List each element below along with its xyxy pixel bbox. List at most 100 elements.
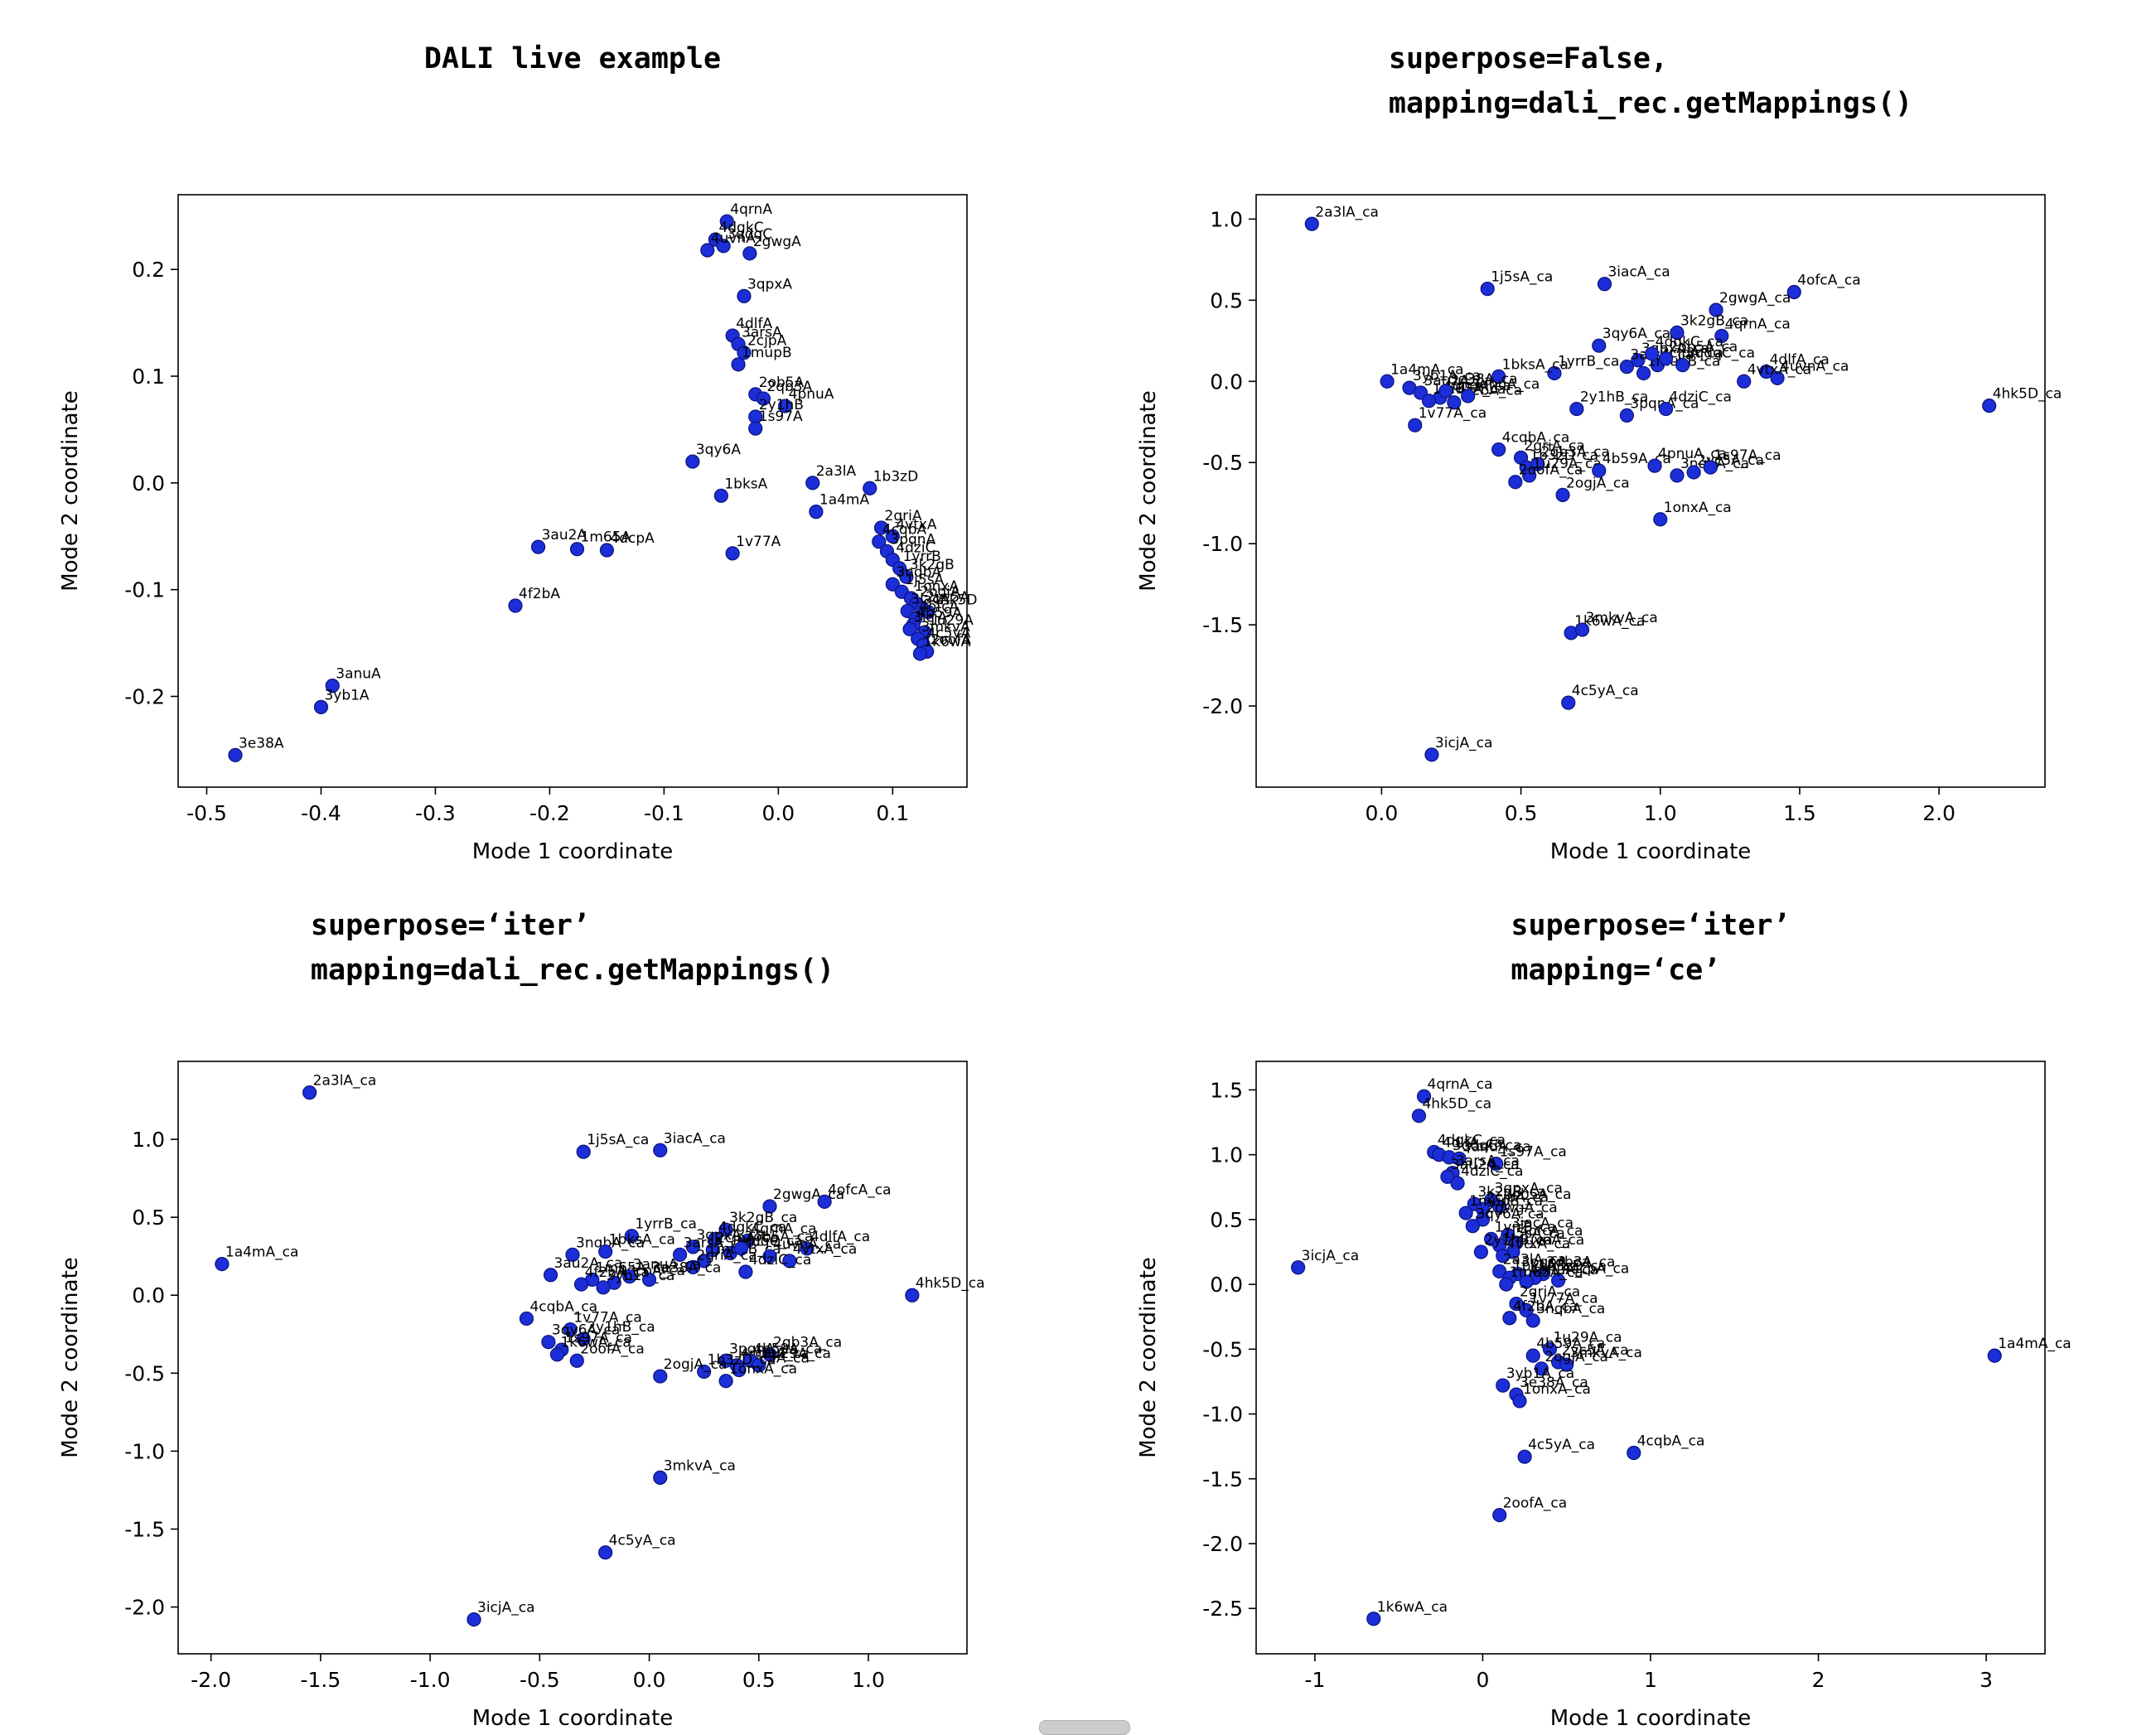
data-point — [921, 605, 935, 620]
point-label: 3k2gB_ca — [1680, 313, 1748, 330]
plot-svg: -2.0 -1.5 -1.0 -0.5 0.0 0.5 1.0 -2.0 -1.5 -1.0 -0.… — [58, 1061, 984, 1731]
point-label: 4c5yA — [927, 626, 971, 642]
data-point — [863, 481, 877, 495]
x-axis-label: Mode 1 coordinate — [472, 839, 674, 864]
data-point — [1770, 370, 1785, 385]
point-label: 3anuA — [336, 666, 381, 683]
x-tick-label: 0.0 — [761, 801, 795, 825]
data-point — [1458, 1206, 1473, 1220]
data-point — [1461, 389, 1476, 404]
data-point — [885, 529, 900, 544]
point-label: 2oofA_ca — [1519, 462, 1583, 479]
point-label: 1a4mA_ca — [1998, 1336, 2071, 1352]
data-point — [1421, 394, 1437, 408]
point-label: 2cjpA_ca — [1661, 346, 1723, 362]
data-point — [872, 534, 887, 549]
x-tick-label: -1.5 — [300, 1668, 341, 1692]
data-point — [1987, 1348, 2002, 1363]
point-label: 4dgkC_ca — [1438, 1133, 1506, 1149]
plot-title: superpose=False, mapping=dali_rec.getMap… — [1388, 42, 1913, 121]
data-point — [732, 1362, 747, 1378]
data-point — [1475, 1212, 1491, 1227]
data-point — [1631, 353, 1646, 368]
subplot-superpose-iter-dali: superpose=‘iter’ mapping=dali_rec.getMap… — [0, 867, 1078, 1733]
data-point — [748, 421, 763, 436]
point-label: 3qpxA_ca — [1495, 1180, 1563, 1196]
point-label: 3anuA_ca — [1462, 1138, 1531, 1155]
x-tick-label: -0.2 — [529, 801, 570, 825]
point-label: 1j5sA_ca — [1503, 1225, 1565, 1242]
data-point — [705, 1243, 720, 1258]
data-point — [1670, 468, 1685, 483]
point-label: 4uvnA_ca — [1781, 358, 1849, 375]
point-label: 2a3lA_ca — [313, 1073, 377, 1090]
point-label: 4b59A_ca — [1536, 1336, 1605, 1352]
data-point — [1411, 1109, 1427, 1124]
y-tick-label: -2.0 — [1202, 694, 1243, 718]
data-point — [782, 1254, 797, 1269]
data-point — [716, 239, 731, 254]
point-label: 2ogjA_ca — [1566, 475, 1630, 491]
data-point — [697, 1254, 712, 1269]
point-label: 4vtxA_ca — [793, 1241, 858, 1258]
scrollbar-thumb[interactable] — [1039, 1720, 1130, 1735]
data-point — [565, 1247, 580, 1262]
point-label: 4dgkC_ca — [718, 1220, 786, 1236]
data-point — [313, 699, 329, 714]
point-label: 3e38A_ca — [653, 1259, 722, 1276]
data-point — [569, 1353, 584, 1368]
point-label: 3qy6A_ca — [1476, 1206, 1544, 1223]
data-point — [1452, 1151, 1467, 1166]
data-point — [1759, 364, 1774, 379]
x-tick-label: 0.0 — [633, 1668, 666, 1692]
y-tick-label: 1.5 — [1210, 1078, 1243, 1102]
point-label: 1j5sA_ca — [587, 1132, 649, 1148]
x-tick-label: -0.5 — [520, 1668, 560, 1692]
data-point — [1550, 1273, 1566, 1288]
plot-svg: 0.0 0.5 1.0 1.5 2.0 -2.0 -1.5 -1.0 -0.5 0.0 0.5 1.0… — [1136, 194, 2062, 864]
axes-frame — [1255, 194, 2046, 788]
data-point — [762, 1347, 777, 1362]
y-axis-label: Mode 2 coordinate — [58, 390, 83, 592]
data-point — [885, 577, 900, 592]
point-label: 4vtxA_ca — [1506, 1236, 1571, 1253]
point-label: 4dlfA_ca — [1443, 1135, 1502, 1152]
data-point — [624, 1229, 640, 1244]
point-label: 4c5yA_ca — [609, 1533, 676, 1549]
point-label: 1mupB_ca — [1469, 1193, 1543, 1210]
data-point — [1519, 1274, 1534, 1289]
data-point — [1491, 442, 1506, 457]
data-point — [466, 1612, 481, 1627]
point-label: 4hk5D — [931, 592, 977, 609]
point-label: 2ob5A_ca — [1503, 1186, 1572, 1203]
point-label: 4ofcA_ca — [1797, 273, 1860, 289]
point-label: 2vc5A — [926, 589, 969, 606]
subplot-superpose-iter-ce: superpose=‘iter’ mapping=‘ce’ -1 0 1 2 3 -2.5… — [1078, 867, 2156, 1733]
data-point — [1366, 1612, 1381, 1626]
data-point — [653, 1143, 668, 1157]
data-point — [1525, 1348, 1540, 1363]
data-point — [719, 214, 734, 229]
x-tick-label: -0.3 — [415, 801, 456, 825]
point-label: 3anuA_ca — [1472, 376, 1540, 393]
point-label: 3qpxA — [747, 276, 792, 292]
y-tick-label: 0.5 — [132, 1206, 165, 1230]
point-label: 2qb3A_ca — [1541, 444, 1610, 461]
data-point — [1658, 401, 1674, 417]
point-label: 4dziC — [896, 540, 935, 557]
y-tick-label: -1.0 — [1202, 532, 1243, 556]
point-label: 2qb3A_ca — [1546, 1254, 1615, 1271]
data-point — [1675, 358, 1690, 373]
point-label: 4cqbA_ca — [1637, 1433, 1705, 1449]
scatter-plot-superpose-iter-dali: -2.0 -1.5 -1.0 -0.5 0.0 0.5 1.0 -2.0 -1.5 -1.0 -0.… — [0, 867, 1078, 1733]
data-point — [1559, 1357, 1574, 1372]
point-label: 4dlfA — [736, 316, 772, 332]
point-label: 4qrnA_ca — [1428, 1076, 1493, 1093]
point-label: 3e38A — [239, 735, 284, 752]
point-label: 4dziC_ca — [749, 1252, 811, 1269]
y-tick-label: 0.0 — [132, 471, 165, 495]
point-label: 1u29A_ca — [1553, 1329, 1622, 1346]
data-point — [1473, 1244, 1489, 1259]
y-tick-label: -2.0 — [124, 1596, 165, 1620]
